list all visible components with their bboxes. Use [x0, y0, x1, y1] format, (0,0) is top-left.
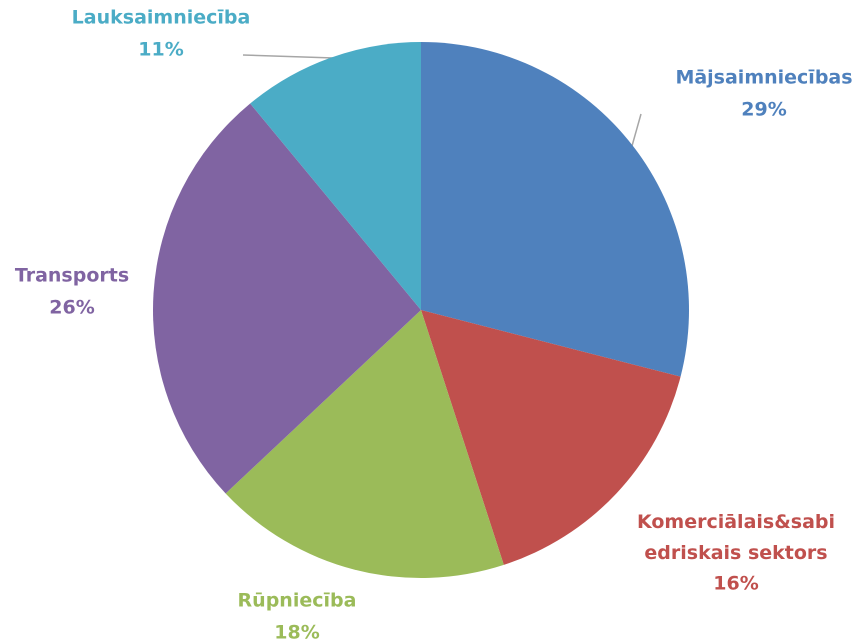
- value-label: 16%: [713, 573, 758, 595]
- value-label: 18%: [274, 622, 319, 643]
- slice-label: Rūpniecība: [238, 590, 357, 612]
- pie-slice: [152, 103, 421, 494]
- pie-slice: [421, 42, 689, 377]
- leader-line: [631, 113, 642, 147]
- value-label: 11%: [138, 39, 183, 61]
- leader-line: [242, 54, 335, 59]
- slice-label: Transports: [15, 265, 129, 287]
- slice-label: Lauksaimniecība: [72, 7, 251, 29]
- pie-slice: [250, 42, 421, 310]
- pie-slice: [421, 310, 681, 565]
- slice-label: Mājsaimniecības: [675, 67, 852, 89]
- pie-slice: [225, 310, 504, 578]
- value-label: 29%: [741, 99, 786, 121]
- slice-label: Komerciālais&sabi edriskais sektors: [637, 511, 835, 564]
- value-label: 26%: [49, 297, 94, 319]
